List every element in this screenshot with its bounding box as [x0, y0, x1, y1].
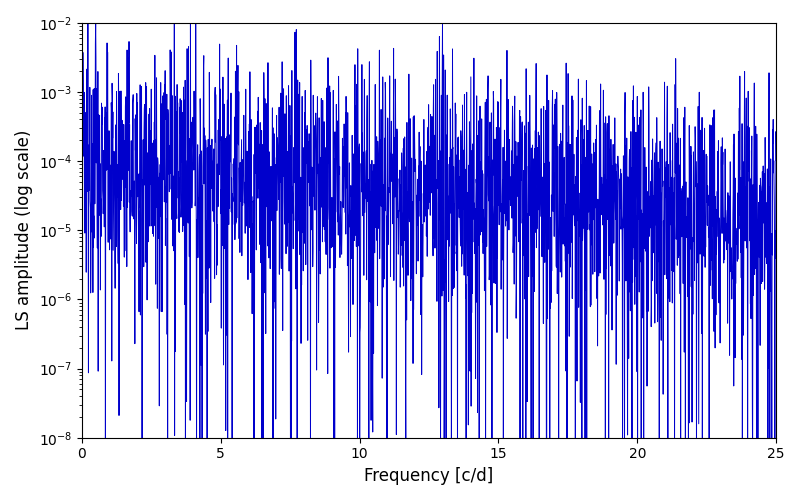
X-axis label: Frequency [c/d]: Frequency [c/d] [364, 467, 494, 485]
Y-axis label: LS amplitude (log scale): LS amplitude (log scale) [15, 130, 33, 330]
